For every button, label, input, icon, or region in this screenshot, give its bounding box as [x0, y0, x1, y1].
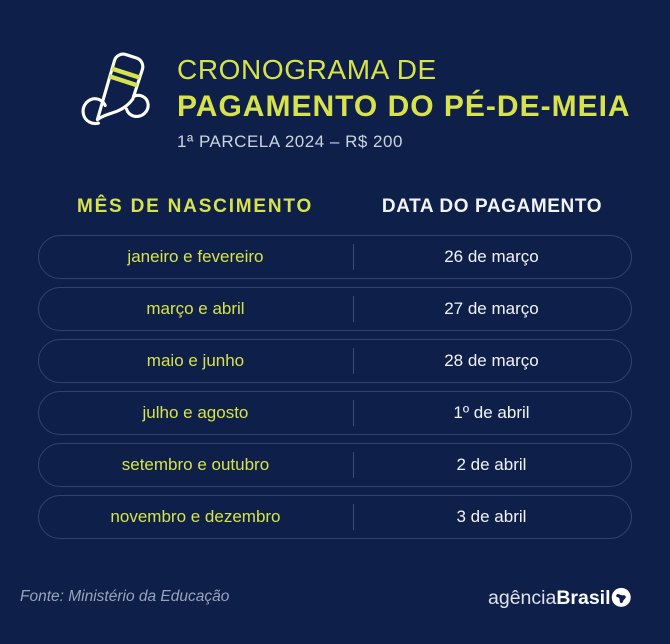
- svg-text:agênciaBrasil: agênciaBrasil: [488, 587, 611, 609]
